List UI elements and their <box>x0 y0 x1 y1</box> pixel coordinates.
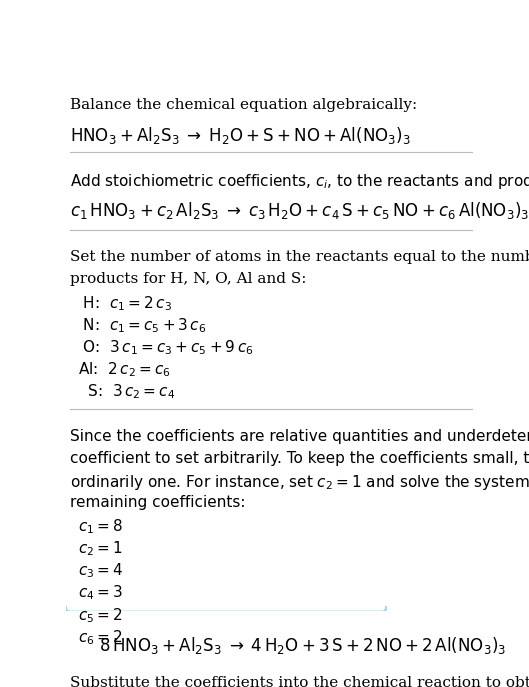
Text: H:  $c_1 = 2\,c_3$: H: $c_1 = 2\,c_3$ <box>78 294 172 313</box>
Text: ordinarily one. For instance, set $c_2 = 1$ and solve the system of equations fo: ordinarily one. For instance, set $c_2 =… <box>70 473 529 492</box>
Text: $c_2 = 1$: $c_2 = 1$ <box>78 539 123 559</box>
Text: $c_4 = 3$: $c_4 = 3$ <box>78 584 123 602</box>
Text: Since the coefficients are relative quantities and underdetermined, choose a: Since the coefficients are relative quan… <box>70 429 529 444</box>
Text: $c_6 = 2$: $c_6 = 2$ <box>78 628 123 646</box>
Text: $c_1\,\mathrm{HNO_3} + c_2\,\mathrm{Al_2S_3}\;\rightarrow\; c_3\,\mathrm{H_2O} +: $c_1\,\mathrm{HNO_3} + c_2\,\mathrm{Al_2… <box>70 200 529 221</box>
Text: $\mathrm{HNO_3 + Al_2S_3 \;\rightarrow\; H_2O + S + NO + Al(NO_3)_3}$: $\mathrm{HNO_3 + Al_2S_3 \;\rightarrow\;… <box>70 126 411 146</box>
Text: $c_1 = 8$: $c_1 = 8$ <box>78 517 123 536</box>
Text: N:  $c_1 = c_5 + 3\,c_6$: N: $c_1 = c_5 + 3\,c_6$ <box>78 317 207 335</box>
FancyBboxPatch shape <box>66 606 386 687</box>
Text: remaining coefficients:: remaining coefficients: <box>70 495 246 510</box>
Text: products for H, N, O, Al and S:: products for H, N, O, Al and S: <box>70 272 307 286</box>
Text: Balance the chemical equation algebraically:: Balance the chemical equation algebraica… <box>70 98 417 112</box>
Text: Add stoichiometric coefficients, $c_i$, to the reactants and products:: Add stoichiometric coefficients, $c_i$, … <box>70 172 529 191</box>
Text: $c_5 = 2$: $c_5 = 2$ <box>78 606 123 624</box>
Text: coefficient to set arbitrarily. To keep the coefficients small, the arbitrary va: coefficient to set arbitrarily. To keep … <box>70 451 529 466</box>
Text: Set the number of atoms in the reactants equal to the number of atoms in the: Set the number of atoms in the reactants… <box>70 250 529 264</box>
Text: Al:  $2\,c_2 = c_6$: Al: $2\,c_2 = c_6$ <box>78 361 171 379</box>
Text: O:  $3\,c_1 = c_3 + c_5 + 9\,c_6$: O: $3\,c_1 = c_3 + c_5 + 9\,c_6$ <box>78 339 254 357</box>
Text: Substitute the coefficients into the chemical reaction to obtain the balanced: Substitute the coefficients into the che… <box>70 676 529 687</box>
Text: S:  $3\,c_2 = c_4$: S: $3\,c_2 = c_4$ <box>78 383 176 401</box>
Text: $8\,\mathrm{HNO_3} + \mathrm{Al_2S_3}\;\rightarrow\; 4\,\mathrm{H_2O} + 3\,\math: $8\,\mathrm{HNO_3} + \mathrm{Al_2S_3}\;\… <box>99 635 506 656</box>
Text: $c_3 = 4$: $c_3 = 4$ <box>78 562 124 581</box>
